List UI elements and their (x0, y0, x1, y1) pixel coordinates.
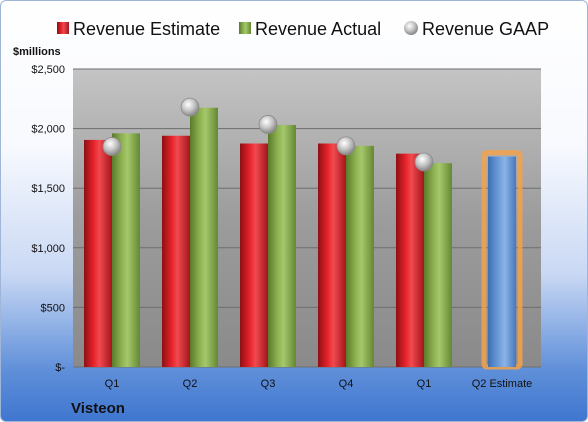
legend: Revenue Estimate Revenue Actual Revenue … (57, 19, 549, 39)
marker-revenue-gaap (258, 115, 278, 134)
legend-swatch-estimate (57, 22, 69, 34)
x-tick-label: Q4 (339, 378, 354, 390)
bar-revenue-estimate (162, 135, 190, 367)
bar-revenue-estimate (240, 143, 268, 367)
marker-revenue-gaap (336, 136, 356, 156)
y-tick-label: $2,000 (31, 124, 65, 136)
x-tick-label: Q3 (261, 378, 276, 390)
company-name: Visteon (71, 400, 125, 417)
bar-revenue-estimate (318, 143, 346, 367)
x-axis: Q1 Q2 Q3 Q4 Q1 Q2 Estimate (105, 378, 533, 390)
x-tick-label: Q2 (183, 378, 198, 390)
plot-area (73, 69, 541, 367)
marker-revenue-gaap (180, 97, 200, 117)
x-tick-label: Q1 (105, 378, 120, 390)
bar-revenue-estimate (396, 153, 424, 367)
legend-label-gaap: Revenue GAAP (422, 19, 549, 39)
gridlines (73, 68, 541, 368)
y-tick-label: $2,500 (31, 64, 65, 76)
legend-item-actual: Revenue Actual (239, 19, 381, 39)
x-tick-label: Q1 (417, 378, 432, 390)
legend-label-actual: Revenue Actual (255, 19, 381, 39)
marker-revenue-gaap (414, 152, 434, 172)
bar-revenue-actual (190, 107, 218, 368)
bar-revenue-estimate (84, 139, 112, 367)
legend-swatch-actual (239, 22, 251, 34)
legend-item-gaap: Revenue GAAP (404, 19, 549, 39)
y-tick-label: $500 (41, 302, 65, 314)
legend-label-estimate: Revenue Estimate (73, 19, 220, 39)
bar-revenue-actual (112, 133, 140, 367)
y-tick-label: $- (55, 362, 65, 374)
unit-label: $millions (13, 46, 61, 58)
y-tick-label: $1,000 (31, 243, 65, 255)
x-tick-label: Q2 Estimate (472, 378, 533, 390)
bars (84, 107, 523, 370)
bar-q2-estimate (488, 156, 516, 367)
bar-revenue-actual (346, 145, 374, 367)
legend-marker-gaap (404, 21, 418, 35)
y-axis: $- $500 $1,000 $1,500 $2,000 $2,500 (31, 64, 65, 374)
y-tick-label: $1,500 (31, 183, 65, 195)
bar-revenue-actual (268, 125, 296, 367)
gaap-markers (102, 97, 434, 172)
legend-item-estimate: Revenue Estimate (57, 19, 220, 39)
bar-revenue-actual (424, 163, 452, 367)
marker-revenue-gaap (102, 137, 122, 156)
